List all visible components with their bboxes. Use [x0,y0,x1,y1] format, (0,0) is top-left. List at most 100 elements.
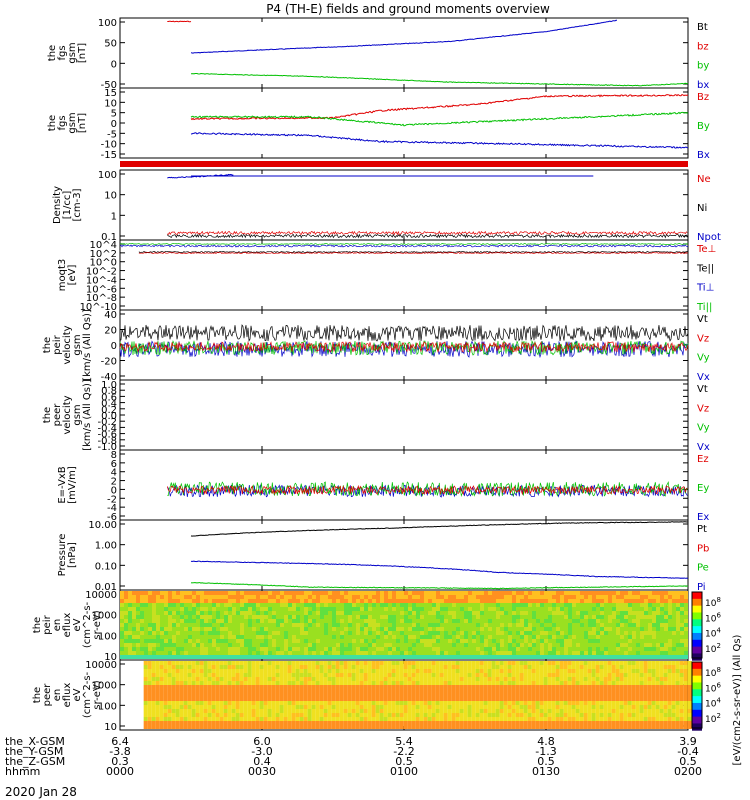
spec-cell [263,673,268,677]
spec-cell [587,693,592,697]
spec-cell [463,725,468,729]
spec-cell [684,647,688,651]
spec-cell [247,709,252,713]
spec-cell [248,639,252,643]
spec-cell [456,655,460,659]
spec-cell [267,669,272,673]
spec-cell [328,627,332,631]
spec-cell [447,669,452,673]
spec-cell [240,615,244,619]
spec-cell [495,665,500,669]
spec-cell [668,611,672,615]
spec-cell [680,627,684,631]
spec-cell [364,623,368,627]
spec-cell [143,697,148,701]
spec-cell [128,647,132,651]
spec-cell [315,697,320,701]
spec-cell [159,685,164,689]
spec-cell [216,619,220,623]
spec-cell [275,693,280,697]
spec-cell [632,603,636,607]
spec-cell [604,591,608,595]
spec-cell [431,661,436,665]
spec-cell [611,721,616,725]
spec-cell [244,611,248,615]
spec-cell [476,631,480,635]
spec-cell [240,627,244,631]
spec-cell [460,623,464,627]
y-axis-label: the [47,115,58,131]
spec-cell [280,635,284,639]
spec-cell [487,685,492,689]
spec-cell [379,697,384,701]
spec-cell [240,635,244,639]
spec-cell [591,669,596,673]
spec-cell [147,681,152,685]
spec-cell [152,607,156,611]
spec-cell [343,689,348,693]
spec-cell [468,619,472,623]
spec-cell [656,599,660,603]
spec-cell [503,661,508,665]
spec-cell [443,677,448,681]
spec-cell [463,717,468,721]
spec-cell [599,685,604,689]
spec-cell [419,693,424,697]
spec-cell [631,709,636,713]
spec-cell [483,705,488,709]
spec-cell [308,647,312,651]
spec-cell [440,595,444,599]
spec-cell [583,705,588,709]
spec-cell [416,595,420,599]
spec-cell [148,631,152,635]
spec-cell [619,669,624,673]
spec-cell [568,647,572,651]
spec-cell [356,591,360,595]
spec-cell [296,647,300,651]
spec-cell [631,665,636,669]
spec-cell [216,607,220,611]
spec-cell [555,721,560,725]
spec-cell [432,591,436,595]
spec-cell [376,611,380,615]
spec-cell [555,709,560,713]
spec-cell [404,631,408,635]
legend-entry: Npot [697,232,721,243]
spec-cell [548,651,552,655]
spec-cell [295,697,300,701]
y-tick-label: -10 [101,140,117,151]
spec-cell [172,655,176,659]
spec-cell [595,665,600,669]
spec-cell [415,665,420,669]
spec-cell [415,661,420,665]
spec-cell [284,647,288,651]
spec-cell [259,721,264,725]
spec-cell [484,655,488,659]
spec-cell [231,713,236,717]
spec-cell [420,619,424,623]
spec-cell [643,681,648,685]
spec-cell [680,655,684,659]
spec-cell [443,705,448,709]
spec-cell [143,673,148,677]
spec-cell [459,677,464,681]
spec-cell [591,709,596,713]
spec-cell [636,607,640,611]
spec-cell [523,685,528,689]
spec-cell [171,673,176,677]
spec-cell [371,661,376,665]
spec-cell [224,647,228,651]
spec-cell [572,651,576,655]
spec-cell [475,697,480,701]
spec-cell [619,665,624,669]
spec-cell [535,713,540,717]
spec-cell [496,627,500,631]
spec-cell [171,725,176,729]
spec-cell [292,611,296,615]
spec-cell [684,611,688,615]
spec-cell [296,619,300,623]
spec-cell [307,693,312,697]
spec-cell [640,599,644,603]
spec-cell [439,669,444,673]
spec-cell [547,717,552,721]
